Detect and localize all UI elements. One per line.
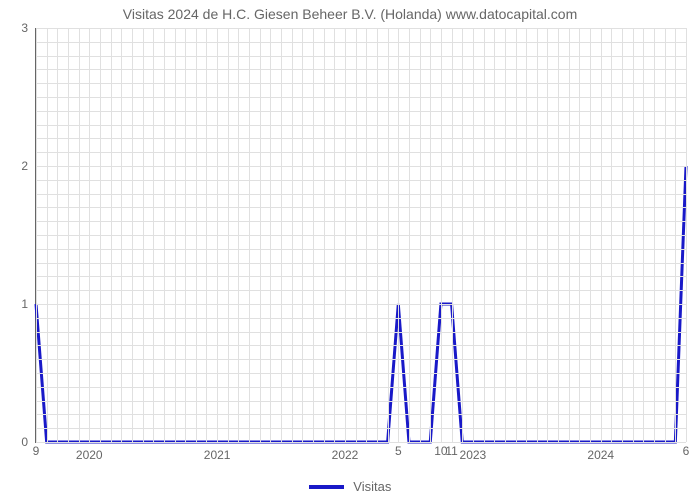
point-label: 9 — [33, 444, 40, 458]
grid-horizontal — [36, 83, 686, 84]
y-tick-label: 1 — [21, 297, 36, 311]
point-label: 6 — [683, 444, 690, 458]
grid-horizontal — [36, 373, 686, 374]
legend: Visitas — [0, 478, 700, 494]
grid-horizontal — [36, 401, 686, 402]
grid-horizontal — [36, 235, 686, 236]
y-tick-label: 3 — [21, 21, 36, 35]
grid-horizontal — [36, 194, 686, 195]
point-label: 11 — [445, 444, 457, 458]
grid-horizontal — [36, 42, 686, 43]
grid-vertical — [686, 28, 687, 442]
grid-horizontal — [36, 290, 686, 291]
grid-horizontal — [36, 249, 686, 250]
x-tick-label: 2021 — [204, 442, 231, 462]
chart-container: Visitas 2024 de H.C. Giesen Beheer B.V. … — [0, 0, 700, 500]
grid-horizontal — [36, 221, 686, 222]
grid-horizontal — [36, 125, 686, 126]
grid-horizontal — [36, 97, 686, 98]
grid-horizontal — [36, 69, 686, 70]
grid-horizontal — [36, 387, 686, 388]
grid-horizontal — [36, 166, 686, 167]
grid-horizontal — [36, 111, 686, 112]
grid-horizontal — [36, 263, 686, 264]
grid-horizontal — [36, 276, 686, 277]
x-tick-label: 2024 — [587, 442, 614, 462]
y-tick-label: 2 — [21, 159, 36, 173]
x-tick-label: 2023 — [460, 442, 487, 462]
grid-horizontal — [36, 304, 686, 305]
point-label: 5 — [395, 444, 402, 458]
legend-label: Visitas — [353, 479, 391, 494]
grid-horizontal — [36, 414, 686, 415]
grid-horizontal — [36, 332, 686, 333]
grid-horizontal — [36, 359, 686, 360]
grid-horizontal — [36, 152, 686, 153]
chart-title: Visitas 2024 de H.C. Giesen Beheer B.V. … — [0, 6, 700, 22]
grid-horizontal — [36, 345, 686, 346]
grid-horizontal — [36, 28, 686, 29]
plot-area: 0123202020212022202320249510116 — [35, 28, 686, 443]
x-tick-label: 2022 — [332, 442, 359, 462]
grid-horizontal — [36, 318, 686, 319]
grid-horizontal — [36, 207, 686, 208]
grid-horizontal — [36, 138, 686, 139]
legend-swatch — [309, 485, 344, 489]
grid-horizontal — [36, 56, 686, 57]
grid-horizontal — [36, 428, 686, 429]
x-tick-label: 2020 — [76, 442, 103, 462]
grid-horizontal — [36, 180, 686, 181]
